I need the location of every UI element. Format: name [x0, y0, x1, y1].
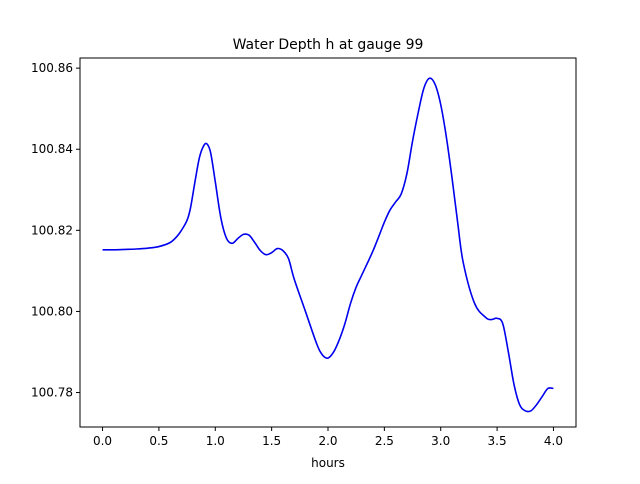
x-tick-label: 3.5 — [488, 434, 507, 448]
y-tick-label: 100.82 — [31, 223, 73, 237]
y-tick-label: 100.84 — [31, 142, 73, 156]
y-tick-label: 100.78 — [31, 386, 73, 400]
x-tick-label: 0.5 — [149, 434, 168, 448]
y-axis: 100.78 100.80 100.82 100.84 100.86 — [31, 61, 80, 400]
x-tick-label: 3.0 — [431, 434, 450, 448]
x-tick-label: 4.0 — [544, 434, 563, 448]
x-tick-label: 2.0 — [318, 434, 337, 448]
x-tick-label: 1.5 — [262, 434, 281, 448]
plot-area — [102, 77, 554, 413]
x-axis: 0.0 0.5 1.0 1.5 2.0 2.5 3.0 3.5 4.0 — [93, 427, 563, 448]
x-tick-label: 2.5 — [375, 434, 394, 448]
y-tick-label: 100.86 — [31, 61, 73, 75]
x-axis-label: hours — [311, 456, 345, 470]
chart-title: Water Depth h at gauge 99 — [233, 37, 424, 53]
y-tick-label: 100.80 — [31, 304, 73, 318]
series-line-0 — [102, 77, 554, 413]
x-tick-label: 0.0 — [93, 434, 112, 448]
x-tick-label: 1.0 — [206, 434, 225, 448]
